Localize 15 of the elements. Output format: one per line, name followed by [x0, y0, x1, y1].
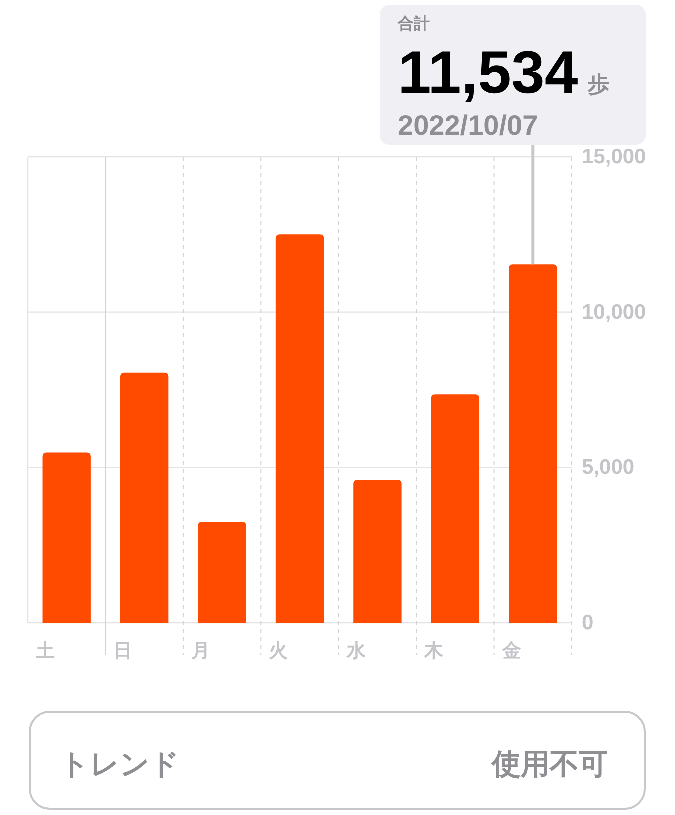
x-tick-label: 木: [424, 640, 445, 662]
x-tick-label: 金: [501, 641, 522, 662]
subtitle: 2022/10/07: [398, 110, 538, 141]
y-tick-label: 5,000: [582, 456, 635, 480]
x-tick-label: 火: [269, 640, 290, 662]
x-tick-label: 水: [346, 640, 367, 662]
x-tick-label: 土: [35, 640, 55, 662]
x-tick-label: 日: [114, 641, 133, 662]
text: トレンド: [60, 749, 180, 781]
y-tick-label: 0: [582, 612, 594, 634]
y-tick-label: 10,000: [582, 300, 646, 324]
y-tick-label: 15,000: [582, 146, 646, 168]
x-tick-label: 月: [190, 641, 210, 662]
annotation: 11,534: [398, 39, 579, 106]
text: 使用不可: [491, 749, 608, 781]
